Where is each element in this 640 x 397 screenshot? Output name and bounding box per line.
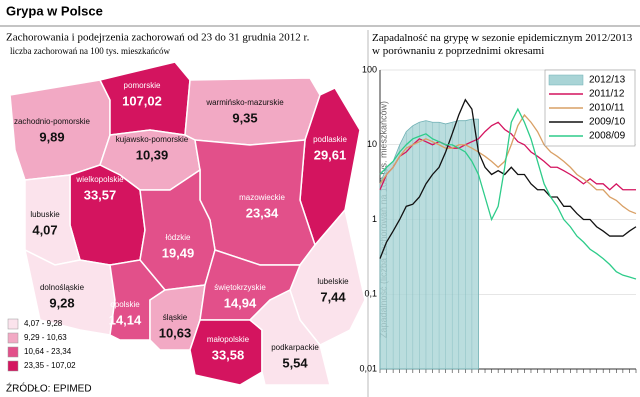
region-name: zachodnio-pomorskie — [14, 117, 91, 126]
legend-label: 10,64 - 23,34 — [24, 347, 72, 356]
region-value: 14,14 — [109, 312, 142, 327]
region-name: lubuskie — [30, 210, 60, 219]
legend-label: 9,29 - 10,63 — [24, 333, 67, 342]
legend-label: 4,07 - 9,28 — [24, 319, 63, 328]
series-line — [379, 113, 637, 215]
legend-swatch — [7, 360, 19, 372]
legend-label: 2010/11 — [589, 103, 625, 114]
region-name: pomorskie — [124, 81, 161, 90]
map-subtitle: liczba zachorowań na 100 tys. mieszkańcó… — [10, 46, 170, 56]
region-value: 7,44 — [320, 289, 346, 304]
map-title: Zachorowania i podejrzenia zachorowań od… — [6, 32, 310, 44]
region-name: łódzkie — [166, 233, 191, 242]
legend-swatch — [7, 346, 19, 358]
y-tick-label: 1 — [372, 214, 377, 224]
region-name: podlaskie — [313, 135, 347, 144]
region — [248, 288, 331, 386]
region-value: 33,57 — [84, 187, 117, 202]
area — [379, 118, 479, 370]
region-value: 23,34 — [246, 205, 279, 220]
region-value: 4,07 — [32, 222, 57, 237]
legend-label: 2009/10 — [589, 117, 626, 128]
chart-title: Zapadalność na grypę w sezonie epidemicz… — [372, 32, 633, 57]
region-value: 14,94 — [224, 295, 257, 310]
region-value: 19,49 — [162, 245, 195, 260]
region-value: 9,28 — [49, 295, 74, 310]
region-value: 10,39 — [136, 147, 169, 162]
region-name: śląskie — [163, 313, 188, 322]
region-name: małopolskie — [207, 335, 250, 344]
region-value: 29,61 — [314, 147, 347, 162]
region-value: 10,63 — [159, 325, 192, 340]
region-name: dolnośląskie — [40, 283, 85, 292]
chart-title-line: w porównaniu z poprzednimi okresami — [372, 45, 544, 57]
region-name: wielkopolskie — [75, 175, 124, 184]
legend-swatch — [548, 74, 584, 86]
legend-label: 2012/13 — [589, 75, 626, 86]
series-line — [379, 98, 637, 259]
region-name: lubelskie — [317, 277, 349, 286]
y-tick-label: 100 — [362, 64, 377, 74]
series-line — [379, 107, 637, 280]
region-value: 5,54 — [282, 355, 308, 370]
region-name: warmińsko-mazurskie — [205, 98, 284, 107]
region-value: 9,89 — [39, 129, 64, 144]
region-value: 9,35 — [232, 110, 257, 125]
legend-label: 23,35 - 107,02 — [24, 361, 76, 370]
source: ŹRÓDŁO: EPIMED — [6, 382, 92, 395]
y-tick-label: 0,1 — [364, 289, 377, 299]
chart-title-line: Zapadalność na grypę w sezonie epidemicz… — [372, 32, 633, 44]
legend-swatch — [7, 318, 19, 330]
legend-label: 2008/09 — [589, 131, 626, 142]
region-name: mazowieckie — [239, 193, 285, 202]
y-tick-label: 0,01 — [359, 363, 377, 373]
region-name: opolskie — [110, 300, 140, 309]
region-value: 107,02 — [122, 93, 162, 108]
region-value: 33,58 — [212, 347, 245, 362]
region-name: podkarpackie — [271, 343, 319, 352]
page-title: Grypa w Polsce — [6, 3, 103, 18]
legend-label: 2011/12 — [589, 89, 625, 100]
region-name: kujawsko-pomorskie — [116, 135, 189, 144]
legend-swatch — [7, 332, 19, 344]
region-name: świętokrzyskie — [214, 283, 266, 292]
y-tick-label: 10 — [367, 139, 377, 149]
